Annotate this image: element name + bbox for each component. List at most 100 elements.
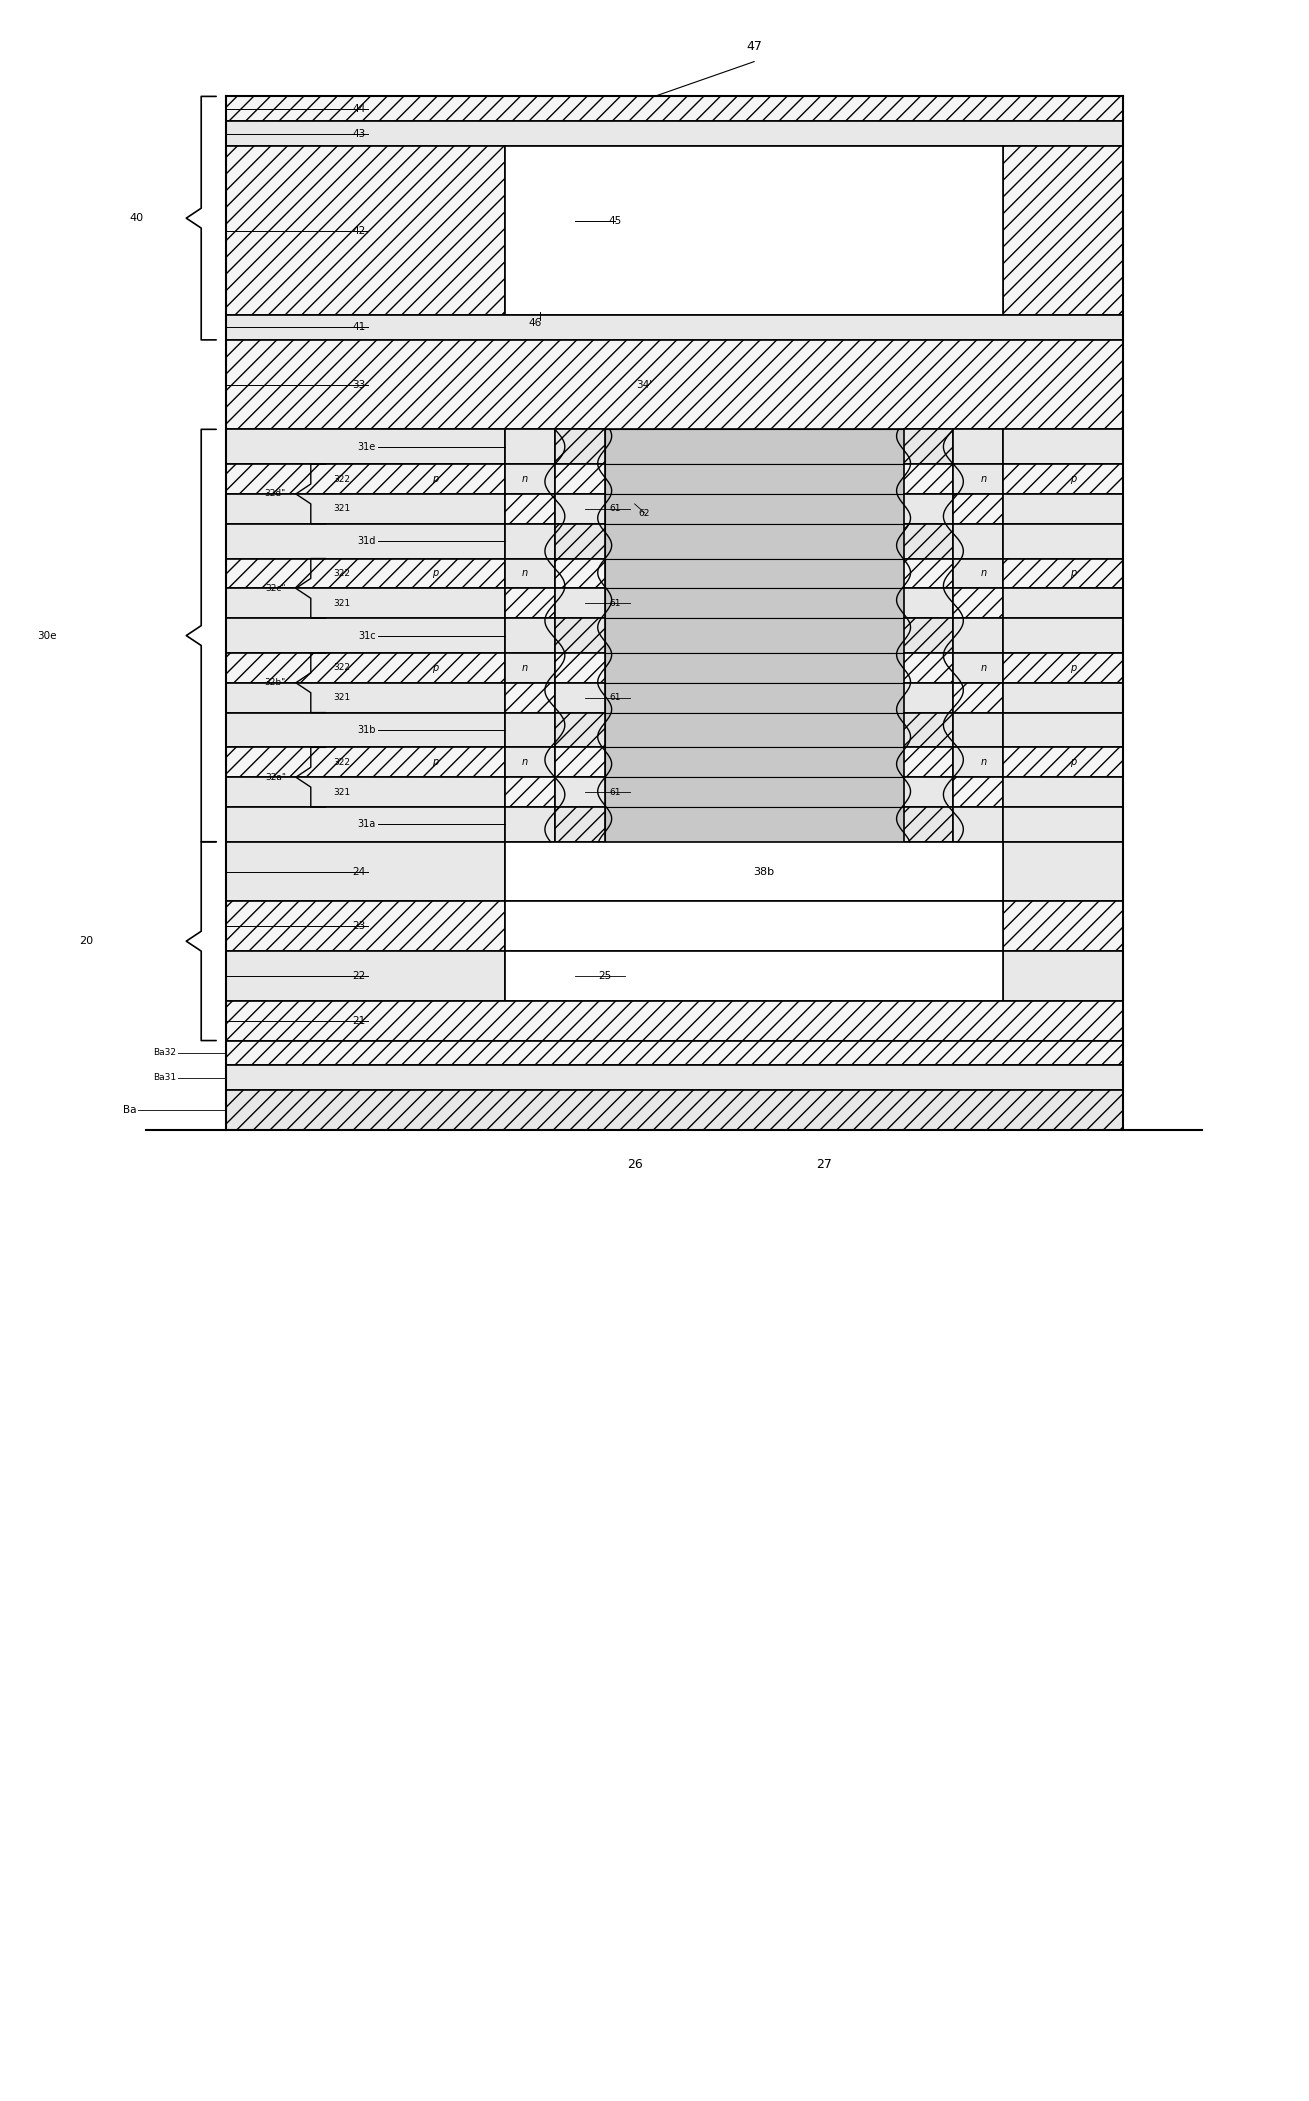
Text: 322: 322 bbox=[334, 758, 351, 767]
Bar bbox=[555, 429, 605, 464]
Text: n: n bbox=[980, 756, 986, 767]
Bar bbox=[555, 683, 605, 712]
Text: 25: 25 bbox=[598, 971, 611, 981]
Bar bbox=[505, 618, 555, 653]
Text: p: p bbox=[1069, 475, 1076, 483]
Text: 41: 41 bbox=[352, 321, 365, 332]
Bar bbox=[1003, 523, 1123, 559]
Bar bbox=[226, 588, 505, 618]
Text: 31c: 31c bbox=[357, 630, 376, 641]
Text: 47: 47 bbox=[746, 40, 762, 53]
Bar bbox=[1003, 952, 1123, 1000]
Text: 61: 61 bbox=[609, 788, 620, 796]
Text: 32d": 32d" bbox=[264, 490, 285, 498]
Bar bbox=[903, 807, 953, 843]
Bar bbox=[605, 559, 903, 588]
Text: 32a": 32a" bbox=[264, 773, 285, 782]
Bar bbox=[903, 683, 953, 712]
Text: 45: 45 bbox=[607, 216, 622, 225]
Text: Ba: Ba bbox=[123, 1105, 136, 1116]
Bar bbox=[226, 843, 505, 901]
Text: 24: 24 bbox=[352, 866, 365, 876]
Bar bbox=[505, 523, 555, 559]
Bar bbox=[1003, 559, 1123, 588]
Bar bbox=[605, 494, 903, 523]
Text: 61: 61 bbox=[609, 599, 620, 607]
Bar bbox=[505, 559, 555, 588]
Text: 22: 22 bbox=[352, 971, 365, 981]
Bar bbox=[953, 653, 1003, 683]
Text: 31d: 31d bbox=[357, 536, 376, 546]
Bar bbox=[226, 683, 505, 712]
Bar bbox=[1003, 618, 1123, 653]
Bar bbox=[555, 777, 605, 807]
Bar bbox=[605, 588, 903, 618]
Text: 38b: 38b bbox=[754, 866, 775, 876]
Bar bbox=[226, 807, 505, 843]
Bar bbox=[505, 843, 1003, 901]
Bar bbox=[1003, 843, 1123, 901]
Bar bbox=[605, 618, 903, 653]
Text: p: p bbox=[1069, 569, 1076, 578]
Bar bbox=[505, 494, 555, 523]
Bar bbox=[226, 122, 1123, 147]
Text: n: n bbox=[980, 662, 986, 672]
Text: n: n bbox=[522, 475, 528, 483]
Text: p: p bbox=[1069, 662, 1076, 672]
Bar bbox=[953, 494, 1003, 523]
Bar bbox=[605, 748, 903, 777]
Bar bbox=[953, 464, 1003, 494]
Bar bbox=[226, 340, 1123, 429]
Bar bbox=[226, 494, 505, 523]
Bar bbox=[505, 901, 1003, 952]
Bar bbox=[1003, 653, 1123, 683]
Bar bbox=[226, 901, 505, 952]
Bar bbox=[605, 464, 903, 494]
Text: 61: 61 bbox=[609, 504, 620, 513]
Bar bbox=[605, 807, 903, 843]
Text: 322: 322 bbox=[334, 664, 351, 672]
Bar bbox=[555, 559, 605, 588]
Bar bbox=[555, 748, 605, 777]
Bar bbox=[1003, 429, 1123, 464]
Text: 33: 33 bbox=[352, 380, 365, 389]
Text: 46: 46 bbox=[529, 317, 542, 328]
Bar bbox=[226, 777, 505, 807]
Text: 31a: 31a bbox=[357, 819, 376, 830]
Text: p: p bbox=[432, 662, 439, 672]
Text: p: p bbox=[432, 756, 439, 767]
Bar bbox=[226, 559, 505, 588]
Bar bbox=[605, 523, 903, 559]
Bar bbox=[555, 807, 605, 843]
Text: 43: 43 bbox=[352, 128, 365, 139]
Bar bbox=[226, 1040, 1123, 1065]
Bar bbox=[226, 618, 505, 653]
Text: 322: 322 bbox=[334, 475, 351, 483]
Bar bbox=[555, 588, 605, 618]
Text: 62: 62 bbox=[639, 508, 651, 519]
Bar bbox=[953, 588, 1003, 618]
Bar bbox=[555, 653, 605, 683]
Text: 32b": 32b" bbox=[264, 679, 285, 687]
Text: n: n bbox=[522, 756, 528, 767]
Text: 20: 20 bbox=[80, 937, 94, 945]
Bar bbox=[953, 807, 1003, 843]
Text: 34': 34' bbox=[636, 380, 653, 389]
Bar bbox=[953, 777, 1003, 807]
Text: n: n bbox=[522, 569, 528, 578]
Bar bbox=[1003, 683, 1123, 712]
Bar bbox=[953, 559, 1003, 588]
Bar bbox=[226, 1090, 1123, 1130]
Bar bbox=[1003, 588, 1123, 618]
Bar bbox=[1003, 748, 1123, 777]
Bar bbox=[903, 523, 953, 559]
Bar bbox=[953, 429, 1003, 464]
Text: 321: 321 bbox=[334, 788, 351, 796]
Text: 23: 23 bbox=[352, 920, 365, 931]
Text: 32c": 32c" bbox=[266, 584, 285, 592]
Bar bbox=[1003, 494, 1123, 523]
Bar bbox=[555, 523, 605, 559]
Text: 21: 21 bbox=[352, 1015, 365, 1025]
Bar bbox=[605, 712, 903, 748]
Bar bbox=[605, 429, 903, 464]
